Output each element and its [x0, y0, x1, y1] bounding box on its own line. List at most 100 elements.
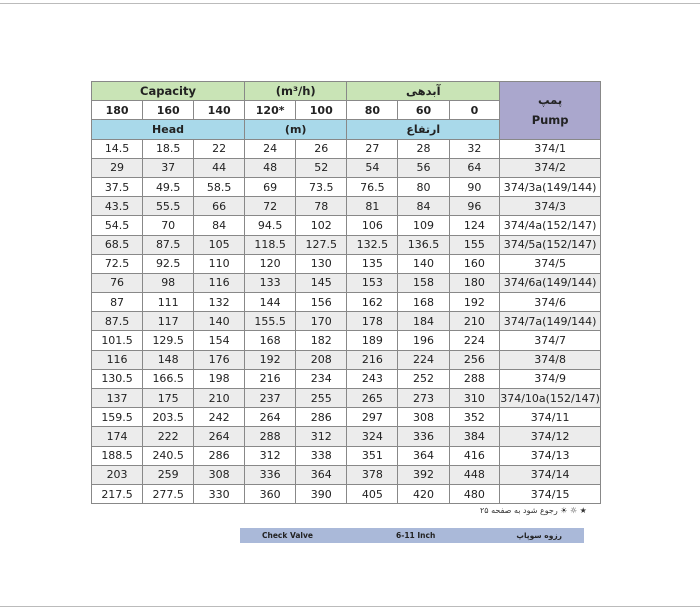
head-value: 101.5 [90, 330, 144, 351]
table-row: 87 111 132 144 156 162 168 192 374/6 [90, 292, 601, 313]
head-value: 158 [397, 272, 450, 294]
head-value: 154 [193, 330, 246, 351]
head-value: 28 [397, 138, 450, 159]
head-value: 52 [295, 157, 348, 178]
head-value: 203.5 [142, 407, 195, 428]
head-value: 259 [142, 464, 195, 485]
head-value: 203 [90, 464, 144, 485]
head-value: 170 [295, 311, 348, 332]
head-value: 256 [448, 349, 501, 370]
table-row: 159.5 203.5 242 264 286 297 308 352 374/11 [90, 407, 601, 428]
pump-header: پمپ Pump [499, 81, 601, 140]
head-value: 76 [90, 272, 144, 294]
check-valve-bar: Check Valve 6-11 Inch رزوه سوپاپ [240, 528, 584, 543]
head-label: Head [90, 119, 246, 140]
head-value: 264 [244, 407, 297, 428]
pump-model: 374/10a(152/147) [499, 387, 601, 409]
head-value: 156 [295, 292, 348, 313]
head-value: 90 [448, 176, 501, 198]
head-value: 252 [397, 368, 450, 390]
head-value: 166.5 [142, 368, 195, 390]
head-value: 192 [448, 292, 501, 313]
pump-model: 374/14 [499, 464, 601, 485]
head-value: 110 [193, 253, 246, 274]
pump-model: 374/6 [499, 292, 601, 313]
head-value: 324 [346, 426, 399, 447]
head-value: 175 [142, 387, 195, 409]
head-value: 364 [295, 464, 348, 485]
head-value: 155.5 [244, 311, 297, 332]
head-value: 148 [142, 349, 195, 370]
head-value: 124 [448, 215, 501, 236]
head-value: 297 [346, 407, 399, 428]
check-valve-label-fa: رزوه سوپاپ [516, 531, 562, 540]
head-value: 288 [448, 368, 501, 390]
head-value: 116 [193, 272, 246, 294]
head-value: 182 [295, 330, 348, 351]
head-value: 162 [346, 292, 399, 313]
head-value: 24 [244, 138, 297, 159]
head-value: 338 [295, 445, 348, 466]
head-value: 216 [244, 368, 297, 390]
head-value: 390 [295, 483, 348, 505]
flow-value: 160 [142, 100, 195, 121]
divider [0, 606, 700, 607]
pump-model: 374/7 [499, 330, 601, 351]
head-value: 72 [244, 196, 297, 217]
head-value: 80 [397, 176, 450, 198]
pump-model: 374/12 [499, 426, 601, 447]
head-value: 96 [448, 196, 501, 217]
head-value: 160 [448, 253, 501, 274]
pump-model: 374/11 [499, 407, 601, 428]
head-value: 137 [90, 387, 144, 409]
head-value: 32 [448, 138, 501, 159]
head-value: 180 [448, 272, 501, 294]
head-value: 26 [295, 138, 348, 159]
head-value: 168 [244, 330, 297, 351]
head-value: 49.5 [142, 176, 195, 198]
head-value: 237 [244, 387, 297, 409]
pump-label: Pump [531, 113, 569, 128]
head-value: 117 [142, 311, 195, 332]
head-value: 352 [448, 407, 501, 428]
head-value: 405 [346, 483, 399, 505]
head-value: 72.5 [90, 253, 144, 274]
head-value: 255 [295, 387, 348, 409]
head-value: 118.5 [244, 234, 297, 255]
head-value: 159.5 [90, 407, 144, 428]
capacity-label-fa: آبدهی [346, 80, 501, 102]
flow-value: 180 [90, 100, 144, 121]
check-valve-label: Check Valve [262, 531, 313, 540]
head-value: 27 [346, 138, 399, 159]
table-row: 76 98 116 133 145 153 158 180 374/6a(149/144) [90, 272, 601, 294]
head-value: 133 [244, 272, 297, 294]
head-value: 69 [244, 176, 297, 198]
head-value: 286 [295, 407, 348, 428]
divider [0, 3, 700, 4]
head-value: 210 [448, 311, 501, 332]
head-value: 168 [397, 292, 450, 313]
head-value: 84 [193, 215, 246, 236]
flow-value: 100 [295, 100, 348, 121]
head-value: 116 [90, 349, 144, 370]
table-row: 87.5 117 140 155.5 170 178 184 210 374/7a(149/14… [90, 311, 601, 332]
head-value: 360 [244, 483, 297, 505]
head-value: 136.5 [397, 234, 450, 255]
flow-value: 0 [448, 100, 501, 121]
head-value: 111 [142, 292, 195, 313]
head-value: 140 [193, 311, 246, 332]
capacity-header-row: Capacity (m³/h) آبدهی پمپ Pump [90, 80, 601, 140]
head-value: 37.5 [90, 176, 144, 198]
head-value: 351 [346, 445, 399, 466]
head-value: 144 [244, 292, 297, 313]
head-value: 48 [244, 157, 297, 178]
head-value: 178 [346, 311, 399, 332]
flow-unit: (m³/h) [244, 80, 348, 102]
head-value: 480 [448, 483, 501, 505]
table-row: 130.5 166.5 198 216 234 243 252 288 374/9 [90, 368, 601, 390]
head-value: 176 [193, 349, 246, 370]
table-row: 137 175 210 237 255 265 273 310 374/10a(152/147) [90, 387, 601, 409]
flow-value: 80 [346, 100, 399, 121]
head-value: 153 [346, 272, 399, 294]
table-row: 116 148 176 192 208 216 224 256 374/8 [90, 349, 601, 370]
